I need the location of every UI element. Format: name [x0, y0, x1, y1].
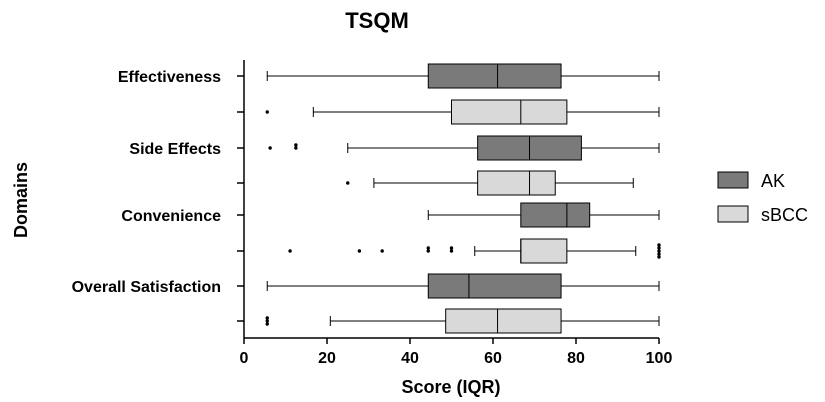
iqr-box [451, 99, 568, 125]
outlier-point [265, 319, 269, 323]
outlier-point [449, 249, 454, 253]
legend-label-sBCC: sBCC [761, 205, 808, 225]
outlier-point [357, 249, 362, 253]
outlier-point [268, 146, 272, 150]
outlier-point [380, 249, 384, 253]
chart-title: TSQM [345, 8, 409, 33]
iqr-box [477, 170, 556, 196]
legend-swatch-AK [717, 171, 749, 189]
plot-area: 0 20 40 60 80 100 Effectiveness Side Effects Con… [72, 60, 673, 367]
iqr-box [520, 202, 591, 228]
outlier-point [265, 110, 269, 114]
outlier-point [657, 243, 661, 247]
category-label: Side Effects [129, 141, 221, 158]
x-tick-label: 40 [401, 350, 419, 367]
iqr-box [427, 63, 562, 89]
box-AK-convenience [427, 202, 660, 228]
outlier-point [657, 252, 661, 256]
x-tick-label: 20 [318, 350, 336, 367]
box-sBCC-overall-satisfaction [265, 308, 660, 334]
y-axis-title: Domains [11, 162, 31, 238]
iqr-box [427, 273, 562, 299]
x-tick-label: 60 [484, 350, 502, 367]
iqr-box [445, 308, 562, 334]
x-tick-label: 80 [567, 350, 585, 367]
x-tick-label: 100 [646, 350, 673, 367]
outlier-point [265, 322, 269, 326]
outlier-point [426, 249, 430, 253]
outlier-point [294, 146, 298, 150]
outlier-point [288, 249, 292, 253]
outlier-point [657, 255, 661, 259]
box-sBCC-convenience [288, 238, 661, 264]
x-tick-label: 0 [240, 350, 249, 367]
outlier-point [294, 143, 298, 147]
outlier-point [657, 246, 661, 250]
box-AK-overall-satisfaction [266, 273, 660, 299]
outlier-point [449, 246, 454, 250]
legend-label-AK: AK [761, 171, 785, 191]
category-label: Convenience [121, 208, 221, 225]
category-label: Effectiveness [118, 69, 221, 86]
category-label: Overall Satisfaction [72, 279, 221, 296]
legend-swatch-sBCC [717, 205, 749, 223]
outlier-point [265, 316, 269, 320]
box-sBCC-effectiveness [265, 99, 660, 125]
outlier-point [346, 181, 350, 185]
x-axis-title: Score (IQR) [401, 377, 500, 397]
outlier-point [426, 246, 430, 250]
outlier-point [657, 249, 661, 253]
box-AK-side-effects [268, 135, 660, 161]
box-sBCC-side-effects [346, 170, 634, 196]
box-AK-effectiveness [266, 63, 660, 89]
legend: AK sBCC [717, 171, 808, 225]
iqr-box [520, 238, 568, 264]
